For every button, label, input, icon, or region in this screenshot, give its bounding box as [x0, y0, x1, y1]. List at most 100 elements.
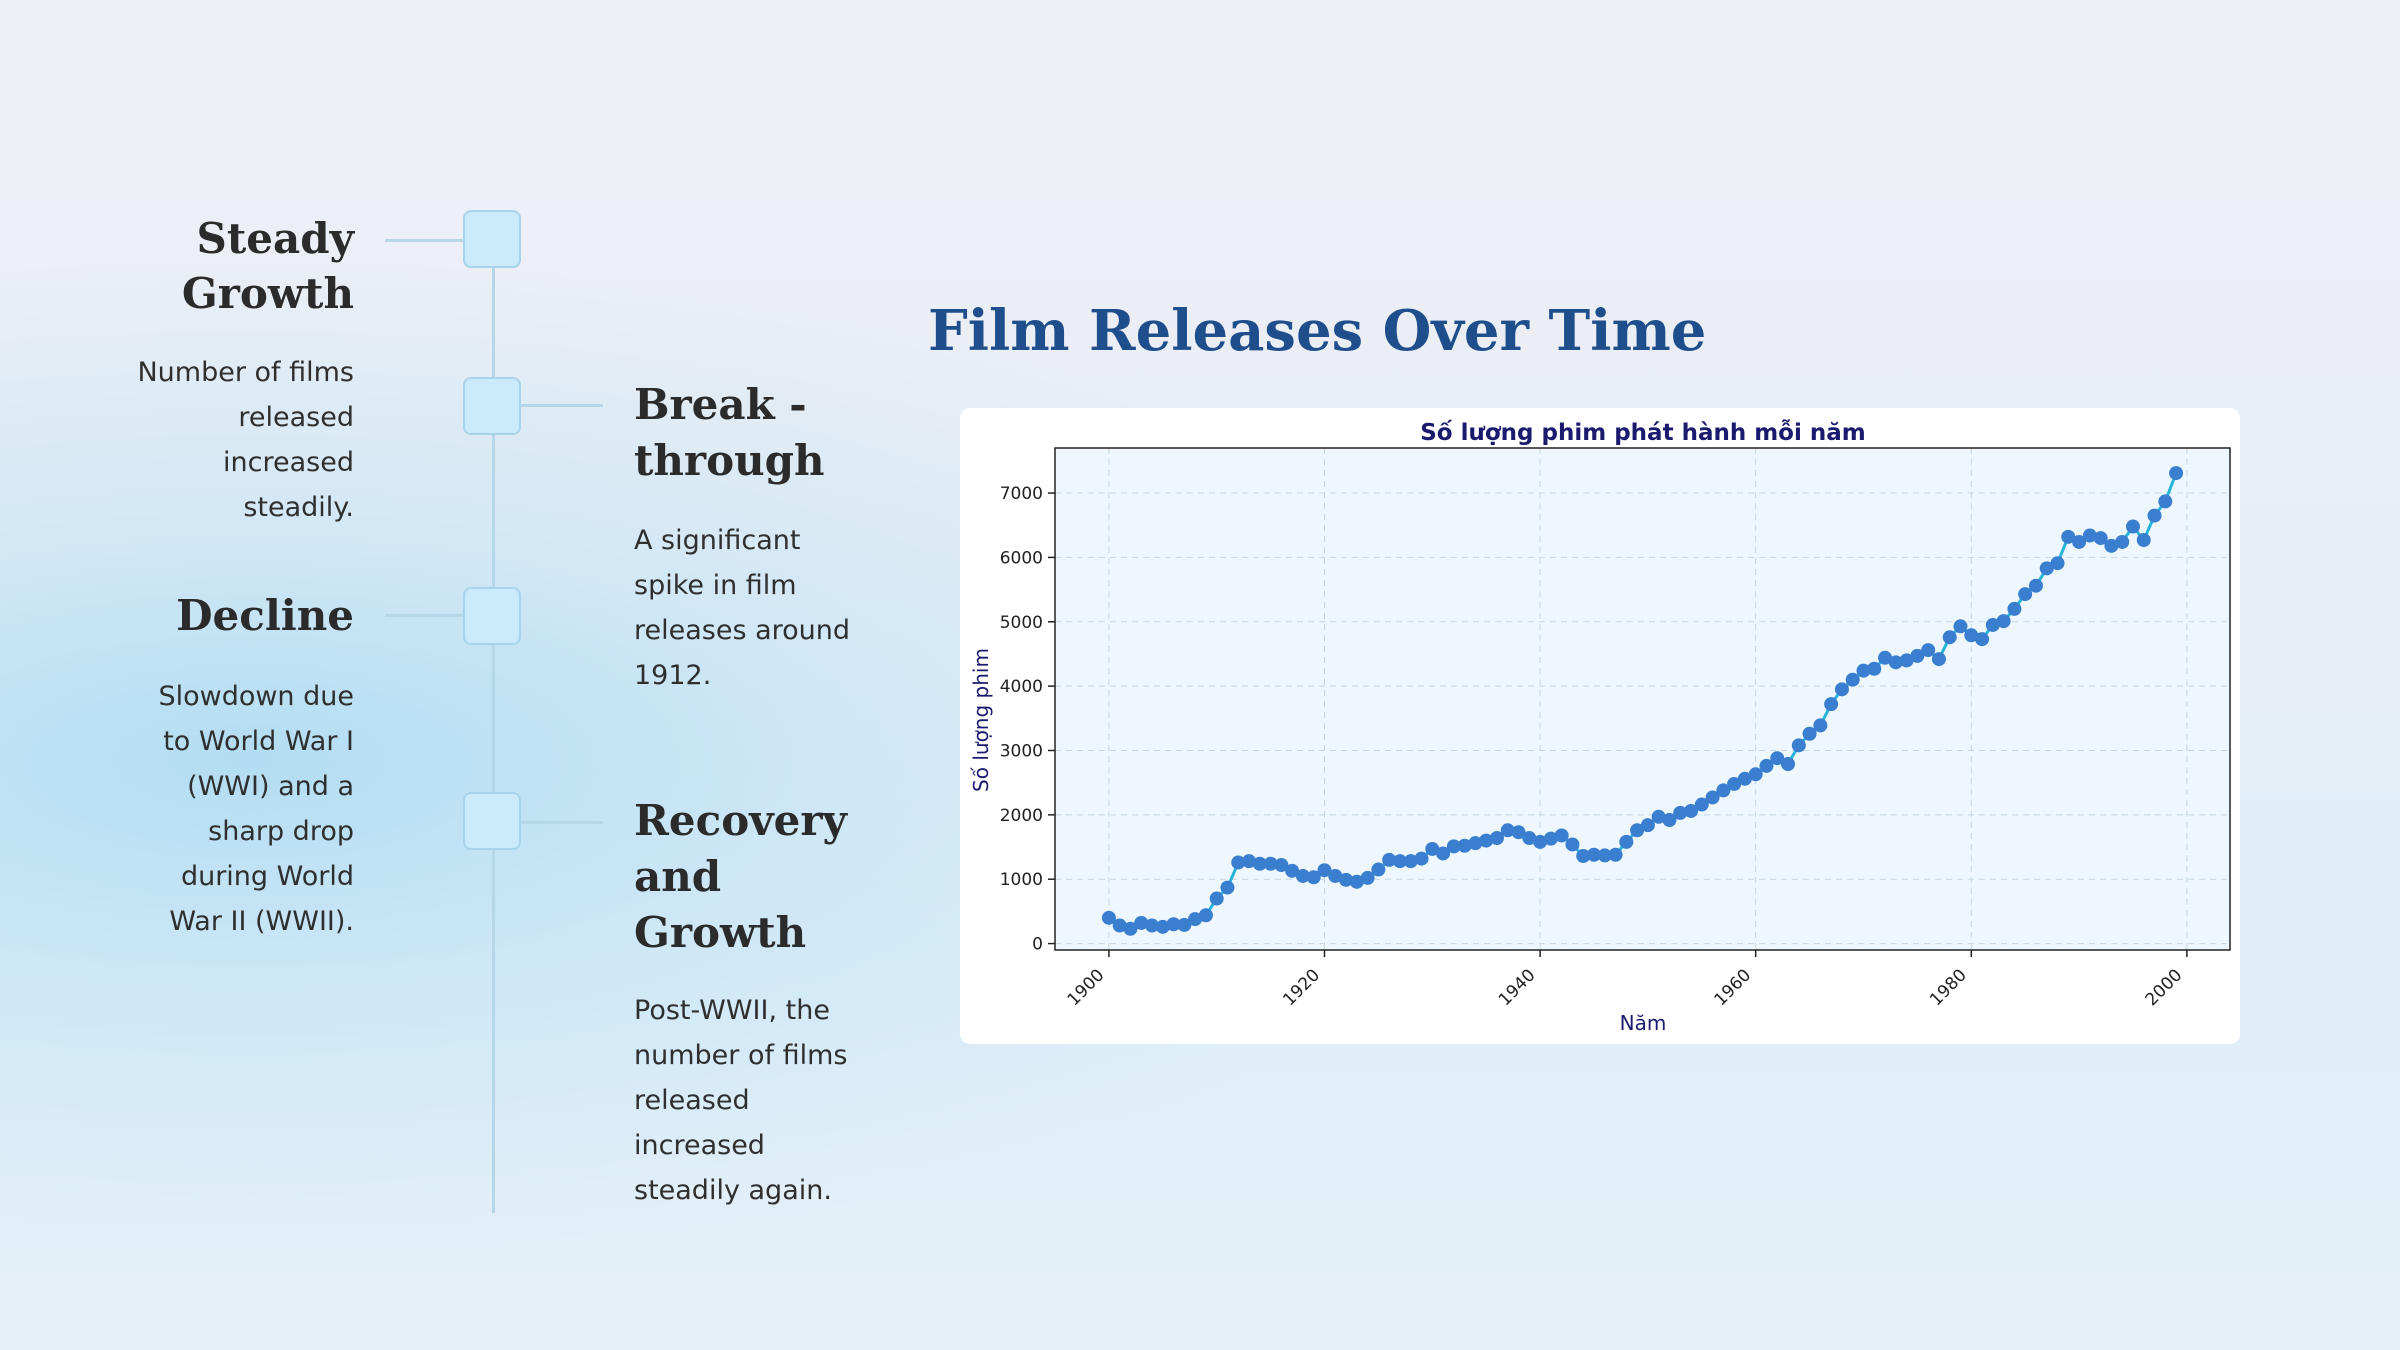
y-tick-label: 5000 — [1000, 613, 1043, 633]
body-line: 1912. — [634, 660, 712, 691]
data-point — [1608, 847, 1623, 862]
x-tick-label: 1940 — [1495, 965, 1540, 1010]
timeline-title-decline: Decline — [176, 588, 354, 643]
x-tick-label: 2000 — [2142, 965, 2187, 1010]
data-point — [1748, 767, 1763, 782]
data-point — [1468, 836, 1483, 851]
data-point — [1845, 672, 1860, 687]
data-point — [2007, 601, 2022, 616]
y-tick-label: 1000 — [1000, 870, 1043, 890]
data-point — [1489, 831, 1504, 846]
data-point — [2125, 519, 2140, 534]
data-point — [1878, 650, 1893, 665]
data-point — [1899, 653, 1914, 668]
data-point — [1188, 912, 1203, 927]
body-line: released — [634, 1085, 750, 1116]
data-point — [1586, 847, 1601, 862]
data-point — [1123, 921, 1138, 936]
data-point — [1231, 855, 1246, 870]
data-point — [1856, 663, 1871, 678]
data-point — [2147, 508, 2162, 523]
x-axis-label: Năm — [1620, 1011, 1667, 1035]
data-point — [1403, 854, 1418, 869]
y-tick-label: 0 — [1032, 935, 1043, 955]
timeline-body-recovery: Post-WWII, the number of films released … — [634, 988, 847, 1213]
data-point — [1975, 632, 1990, 647]
chart-title: Số lượng phim phát hành mỗi năm — [1420, 419, 1866, 446]
data-point — [1813, 718, 1828, 733]
data-point — [1425, 841, 1440, 856]
body-line: increased — [223, 447, 354, 478]
connector-recovery — [521, 821, 603, 824]
timeline-title-steady-growth: Steady Growth — [182, 211, 354, 321]
connector-decline — [385, 614, 463, 617]
x-tick-label: 1900 — [1064, 965, 1109, 1010]
data-point — [2158, 494, 2173, 509]
data-point — [1145, 918, 1160, 933]
data-point — [1263, 856, 1278, 871]
x-tick-label: 1980 — [1926, 965, 1971, 1010]
data-point — [2050, 556, 2065, 571]
data-point — [1252, 856, 1267, 871]
data-point — [1770, 751, 1785, 766]
timeline-node-breakthrough — [463, 377, 521, 435]
data-point — [1942, 630, 1957, 645]
body-line: steadily again. — [634, 1175, 832, 1206]
data-point — [2136, 533, 2151, 548]
data-point — [1500, 823, 1515, 838]
timeline-title-breakthrough: Break - through — [634, 377, 825, 489]
data-point — [1328, 868, 1343, 883]
timeline-node-decline — [463, 587, 521, 645]
x-tick-label: 1960 — [1710, 965, 1755, 1010]
data-point — [2104, 538, 2119, 553]
y-tick-label: 6000 — [1000, 548, 1043, 568]
data-point — [1640, 818, 1655, 833]
page-title: Film Releases Over Time — [928, 298, 1707, 364]
data-point — [1824, 697, 1839, 712]
body-line: Slowdown due — [158, 681, 354, 712]
data-point — [1921, 643, 1936, 658]
data-point — [1306, 870, 1321, 885]
data-point — [1371, 862, 1386, 877]
data-point — [1295, 868, 1310, 883]
data-point — [1867, 661, 1882, 676]
data-point — [1382, 852, 1397, 867]
data-point — [1285, 863, 1300, 878]
data-point — [2082, 528, 2097, 543]
body-line: Post-WWII, the — [634, 995, 830, 1026]
timeline-body-breakthrough: A significant spike in film releases aro… — [634, 518, 850, 698]
timeline-node-recovery — [463, 792, 521, 850]
data-point — [1597, 848, 1612, 863]
title-line: Decline — [176, 591, 354, 640]
connector-breakthrough — [521, 404, 603, 407]
data-point — [2115, 534, 2130, 549]
y-tick-label: 2000 — [1000, 806, 1043, 826]
data-point — [1619, 834, 1634, 849]
data-point — [1781, 757, 1796, 772]
plot-frame — [1054, 447, 2231, 951]
data-point — [1996, 614, 2011, 629]
data-point — [1360, 870, 1375, 885]
data-point — [1242, 854, 1257, 869]
body-line: steadily. — [243, 492, 354, 523]
body-line: increased — [634, 1130, 765, 1161]
title-line: Steady — [196, 214, 354, 263]
data-point — [1533, 834, 1548, 849]
title-line: Growth — [634, 908, 807, 957]
data-point — [1543, 831, 1558, 846]
data-point — [1684, 803, 1699, 818]
timeline-title-recovery: Recovery and Growth — [634, 793, 847, 961]
y-tick-label: 7000 — [1000, 484, 1043, 504]
line-chart: Số lượng phim phát hành mỗi năm Năm Số l… — [969, 419, 2231, 1035]
data-point — [2039, 561, 2054, 576]
plot-area — [1055, 448, 2230, 950]
data-point — [1705, 790, 1720, 805]
data-point — [1522, 831, 1537, 846]
data-point — [1791, 738, 1806, 753]
data-point — [1953, 619, 1968, 634]
data-point — [1554, 828, 1569, 843]
title-line: through — [634, 436, 825, 485]
title-line: Break - — [634, 380, 807, 429]
data-point — [2072, 534, 2087, 549]
timeline-axis — [492, 238, 495, 1213]
